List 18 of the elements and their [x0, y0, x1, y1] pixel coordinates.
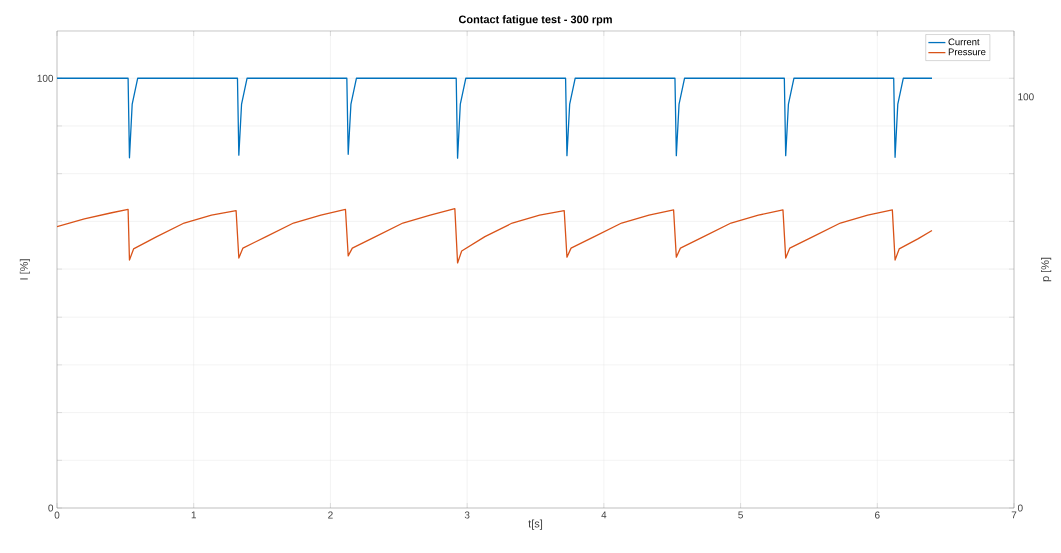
- x-axis-title: t[s]: [528, 519, 543, 530]
- legend-label: Current: [948, 38, 980, 46]
- y-axis-title: I [%]: [19, 259, 31, 280]
- y2-tick-label: 100: [1018, 93, 1034, 101]
- x-tick-label: 0: [54, 511, 60, 519]
- x-tick-label: 2: [328, 511, 333, 519]
- x-tick-label: 6: [875, 511, 880, 519]
- x-tick-label: 3: [464, 511, 470, 519]
- legend-label: Pressure: [948, 48, 986, 56]
- line-series: [57, 207, 933, 264]
- y2-tick-label: 0: [1017, 504, 1023, 512]
- x-tick-label: 5: [738, 511, 743, 519]
- y2-axis-title: p [%]: [1041, 257, 1052, 282]
- line-series: [57, 77, 933, 159]
- x-tick-label: 1: [191, 511, 197, 519]
- x-tick-label: 7: [1011, 511, 1017, 519]
- chart-title: Contact fatigue test - 300 rpm: [458, 15, 612, 26]
- x-tick-label: 4: [601, 511, 607, 519]
